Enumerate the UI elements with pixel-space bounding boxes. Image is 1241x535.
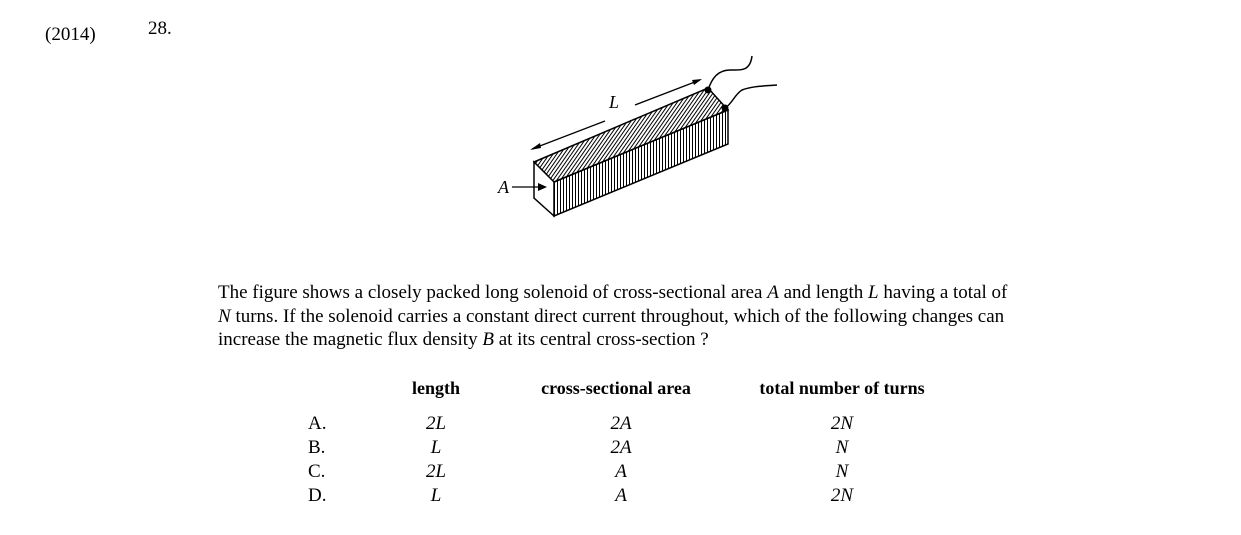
option-a-letter[interactable]: A. [308, 413, 327, 434]
option-d-letter[interactable]: D. [308, 485, 327, 506]
option-b-turns: N [835, 437, 849, 458]
option-b-area: 2A [610, 437, 632, 458]
header-turns: total number of turns [759, 378, 925, 398]
length-label: L [608, 92, 619, 112]
option-c-length: 2L [425, 461, 447, 482]
length-arrow-left [531, 120, 606, 150]
option-a-length: 2L [425, 413, 447, 434]
option-c-letter[interactable]: C. [308, 461, 326, 482]
lead-wire [724, 84, 778, 109]
arrowhead [538, 183, 547, 191]
option-d-length: L [430, 485, 442, 506]
option-c-turns: N [835, 461, 849, 482]
question-stem: The figure shows a closely packed long s… [218, 282, 1008, 350]
area-label: A [497, 177, 510, 197]
solenoid-end-face [533, 160, 555, 218]
option-b-letter[interactable]: B. [308, 437, 326, 458]
header-area: cross-sectional area [541, 378, 691, 398]
option-d-area: A [615, 485, 627, 506]
year-label: (2014) [45, 24, 96, 45]
solenoid-figure: L A [497, 55, 778, 218]
question-number: 28. [148, 18, 172, 39]
option-a-turns: 2N [830, 413, 854, 434]
option-a-area: 2A [610, 413, 632, 434]
arrowhead [530, 143, 541, 150]
arrowhead [692, 79, 702, 85]
option-c-area: A [615, 461, 627, 482]
length-arrow-right [634, 79, 701, 106]
header-length: length [411, 378, 461, 398]
option-d-turns: 2N [830, 485, 854, 506]
option-b-length: L [430, 437, 442, 458]
lead-wire [707, 55, 753, 91]
